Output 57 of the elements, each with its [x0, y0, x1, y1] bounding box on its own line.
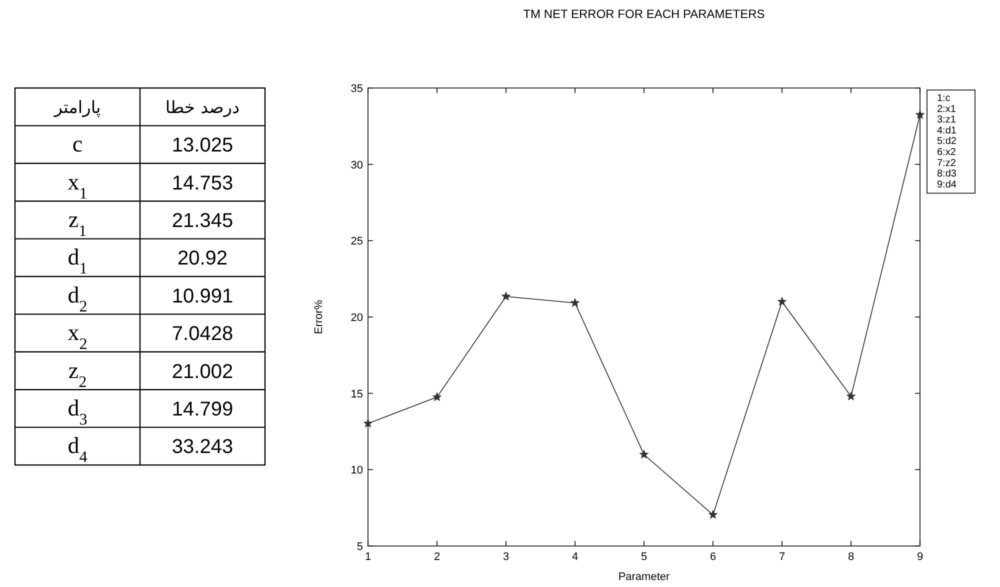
- data-label: 13.025: [172, 134, 234, 157]
- y-tick-label: 25: [350, 236, 363, 248]
- text: 2:x1: [937, 104, 956, 115]
- category-label: z$_{1}$: [68, 206, 87, 240]
- x-tick-label: 5: [640, 551, 648, 563]
- point: [432, 392, 442, 401]
- data-label: 20.92: [177, 248, 228, 270]
- data-label: 33.243: [172, 436, 234, 458]
- category-label: x$_{1}$: [68, 169, 88, 202]
- data-label: 21.345: [172, 210, 234, 232]
- chart-title: TM NET ERROR FOR EACH PARAMETERS: [523, 7, 765, 21]
- x-tick-label: 3: [502, 551, 510, 563]
- point: [363, 418, 373, 428]
- x-tick-label: 4: [572, 551, 578, 563]
- category-label: x$_{2}$: [68, 320, 88, 353]
- y-tick-label: 20: [350, 312, 363, 324]
- x-axis-title: Parameter: [618, 571, 670, 583]
- x-tick-label: 9: [916, 551, 924, 563]
- text: 6:x2: [937, 147, 956, 158]
- text: 3:z1: [937, 114, 956, 126]
- point: [639, 450, 649, 458]
- y-tick-label: 30: [350, 159, 363, 172]
- point: [846, 392, 856, 400]
- x-tick-label: 7: [778, 551, 786, 563]
- x-tick-label: 2: [434, 551, 440, 563]
- point: [777, 296, 787, 306]
- y-tick-label: 35: [350, 83, 363, 95]
- text: 8:d3: [937, 168, 957, 180]
- text: 5:d2: [937, 136, 957, 148]
- point: [501, 292, 511, 300]
- x-tick-label: 6: [710, 551, 716, 563]
- data-label: 7.0428: [172, 323, 234, 346]
- text: درصد خطا: [165, 98, 240, 118]
- text: 1:c: [937, 93, 950, 104]
- y-tick-label: 10: [350, 464, 363, 477]
- text: 4:d1: [937, 125, 957, 136]
- data-label: 14.799: [172, 398, 234, 420]
- text: 7:z2: [937, 158, 956, 169]
- category-label: z$_{2}$: [68, 358, 87, 390]
- point: [915, 110, 925, 119]
- point: [570, 298, 580, 307]
- text: 9:d4: [937, 179, 957, 190]
- y-tick-label: 15: [350, 388, 363, 400]
- category-label: d$_{1}$: [68, 244, 88, 278]
- data-label: 14.753: [172, 172, 234, 194]
- text: پارامتر: [53, 98, 101, 118]
- point: [708, 510, 718, 519]
- category-label: c: [72, 132, 83, 157]
- y-axis-title: Error%: [313, 300, 325, 334]
- x-tick-label: 1: [364, 551, 372, 563]
- y-tick-label: 5: [356, 541, 363, 553]
- x-tick-label: 8: [848, 551, 854, 563]
- category-label: d$_{2}$: [68, 282, 88, 315]
- category-label: d$_{3}$: [68, 395, 88, 428]
- category-label: d$_{4}$: [68, 433, 88, 466]
- data-label: 10.991: [172, 285, 234, 308]
- data-label: 21.002: [172, 360, 234, 383]
